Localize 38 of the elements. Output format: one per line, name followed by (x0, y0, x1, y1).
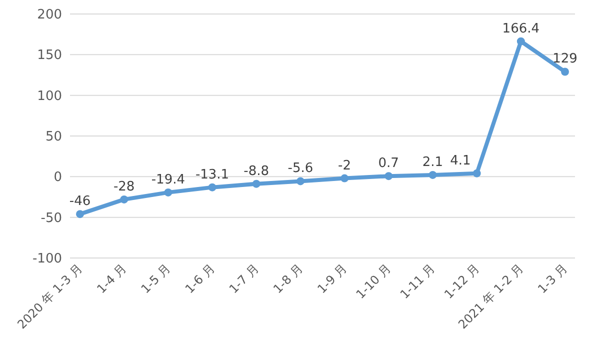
point (208, 183, 216, 192)
data-label: 2.1 (422, 154, 444, 170)
point (252, 180, 260, 188)
y-tick-label: 200 (37, 8, 62, 23)
point (340, 174, 349, 182)
x-tick-label: 1-4 月 (94, 261, 130, 296)
x-tick-label: 1-8 月 (270, 261, 306, 296)
data-label: -5.6 (288, 161, 314, 176)
data-label: 166.4 (502, 21, 540, 36)
data-label: -28 (113, 179, 135, 194)
point (76, 210, 84, 218)
point (428, 170, 437, 179)
point (296, 177, 304, 186)
x-tick-label: 1-9 月 (314, 261, 350, 296)
x-tick-label: 1-7 月 (226, 261, 262, 296)
point (120, 195, 128, 204)
point (516, 37, 525, 46)
x-tick-label: 1-5 月 (138, 261, 174, 296)
y-tick-label: 50 (45, 130, 62, 145)
x-tick-label: 1-6 月 (182, 261, 218, 296)
point (561, 68, 569, 76)
data-label: -19.4 (151, 172, 185, 188)
x-tick-label: 1-3 月 (535, 261, 570, 296)
data-label: -13.1 (195, 167, 230, 182)
y-tick-label: 0 (54, 170, 62, 186)
y-tick-label: 100 (37, 88, 62, 104)
data-label: -8.8 (244, 164, 270, 179)
data-label: 0.7 (378, 156, 399, 172)
y-tick-label: -100 (32, 252, 62, 267)
data-label: -2 (338, 158, 352, 174)
data-label: 4.1 (450, 153, 471, 168)
point (384, 172, 393, 180)
data-label: 129 (552, 52, 578, 67)
point (164, 188, 172, 196)
y-tick-label: -50 (40, 210, 62, 226)
data-label: -46 (69, 194, 91, 210)
y-tick-label: 150 (37, 48, 62, 64)
point (472, 169, 481, 178)
